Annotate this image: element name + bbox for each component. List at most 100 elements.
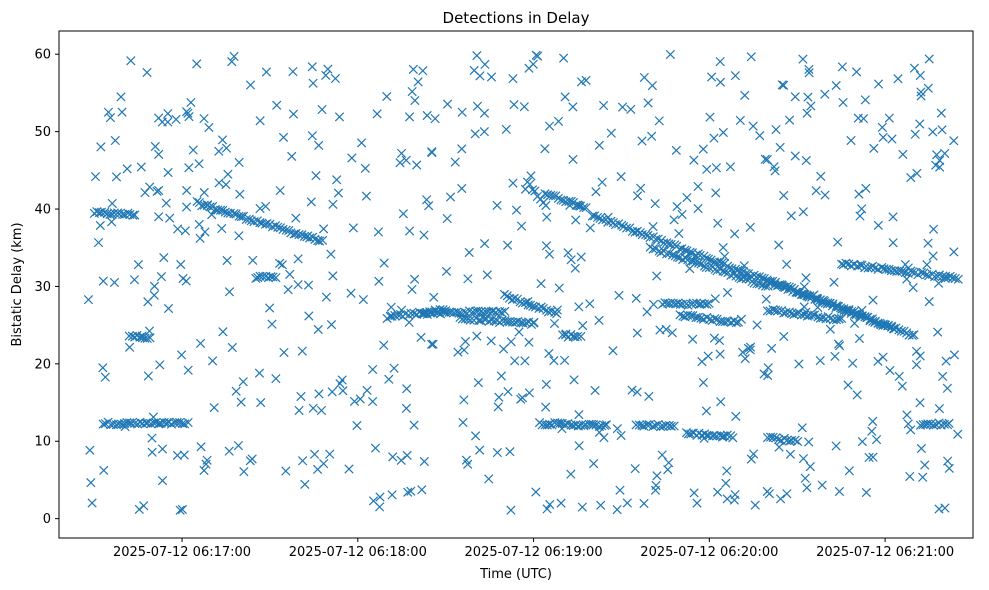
detection-point [299, 231, 309, 241]
detection-point [261, 201, 271, 211]
detection-point [406, 308, 416, 318]
detection-point [459, 395, 469, 405]
detection-point [877, 122, 887, 133]
detection-point [647, 131, 657, 141]
detection-point [304, 311, 314, 321]
detection-point [626, 104, 636, 114]
detection-point [524, 337, 534, 347]
detection-point [536, 278, 546, 289]
detection-point [294, 230, 304, 240]
detection-point [693, 312, 703, 323]
detection-point [389, 363, 399, 373]
detection-point [370, 443, 381, 453]
detection-point [199, 187, 209, 198]
detection-point [900, 259, 910, 270]
detection-point [519, 102, 529, 112]
detection-point [463, 459, 473, 469]
detection-point [552, 308, 562, 319]
detection-point [109, 277, 120, 288]
y-tick-label: 30 [34, 280, 51, 295]
detection-point [615, 485, 625, 495]
detection-point [915, 70, 925, 81]
data-marks [83, 49, 963, 515]
detection-point [472, 331, 482, 341]
detection-point [145, 182, 155, 192]
detection-point [492, 200, 502, 210]
detection-point [718, 127, 728, 138]
detection-point [669, 215, 679, 225]
detection-point [798, 54, 808, 64]
detection-point [245, 80, 256, 90]
detection-point [790, 435, 800, 445]
detection-point [278, 132, 289, 143]
detection-point [416, 332, 426, 342]
detection-point [221, 180, 231, 190]
detection-point [215, 205, 226, 215]
detection-point [463, 314, 473, 324]
detection-point [396, 455, 406, 466]
detection-point [894, 371, 904, 382]
detection-point [938, 371, 948, 382]
detection-point [129, 275, 140, 285]
detection-point [429, 292, 439, 302]
detection-point [757, 280, 768, 290]
detection-point [595, 213, 605, 224]
detection-point [711, 188, 721, 198]
detection-point [682, 246, 692, 256]
detection-point [854, 333, 865, 344]
detection-point [154, 113, 164, 123]
detection-point [698, 377, 709, 388]
detection-point [935, 162, 945, 172]
detection-point [267, 319, 277, 329]
detection-point [844, 466, 854, 476]
detection-point [154, 149, 164, 159]
detection-point [176, 350, 187, 360]
detection-point [531, 487, 541, 497]
detection-point [552, 305, 562, 315]
detection-point [325, 449, 335, 459]
detection-point [829, 277, 839, 287]
detection-point [648, 299, 659, 310]
detection-point [909, 63, 920, 73]
detection-point [163, 117, 173, 127]
detection-point [798, 207, 808, 217]
detection-point [854, 309, 865, 320]
detection-point [348, 223, 359, 233]
detection-point [214, 178, 224, 188]
detection-point [639, 421, 649, 431]
detection-point [688, 256, 698, 266]
detection-point [864, 452, 874, 463]
detection-point [125, 342, 135, 352]
detection-point [915, 351, 925, 361]
detection-point [163, 303, 174, 314]
detection-point [774, 240, 784, 250]
detection-point [779, 80, 789, 90]
detection-point [820, 190, 830, 200]
detection-point [949, 247, 959, 257]
detection-point [355, 394, 365, 404]
detection-point [898, 149, 908, 159]
detection-point [150, 141, 160, 152]
detection-point [709, 333, 720, 343]
detection-point [923, 419, 933, 429]
detection-point [763, 363, 773, 373]
y-tick-label: 50 [34, 125, 51, 140]
detection-point [326, 249, 336, 259]
detection-point [117, 209, 128, 219]
detection-point [707, 431, 718, 441]
detection-point [940, 273, 950, 284]
detection-point [153, 419, 164, 429]
detection-point [936, 108, 946, 118]
detection-point [763, 370, 773, 381]
detection-point [916, 87, 926, 97]
detection-point [541, 200, 551, 211]
detection-point [256, 397, 266, 408]
detection-point [855, 260, 865, 270]
detection-point [300, 479, 310, 489]
detection-point [932, 150, 942, 160]
detection-point [578, 320, 588, 331]
detection-point [576, 331, 586, 341]
detection-point [275, 258, 285, 268]
detection-point [516, 221, 527, 231]
